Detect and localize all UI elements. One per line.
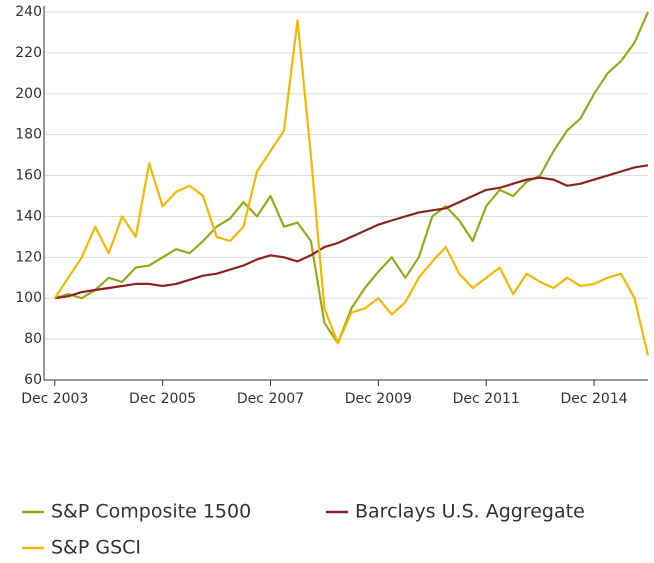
x-tick-label: Dec 2007 [237, 391, 304, 407]
legend-label: S&P GSCI [51, 537, 141, 559]
series-line [53, 19, 650, 356]
y-tick-label: 160 [15, 168, 42, 184]
x-tick-label: Dec 2005 [129, 391, 196, 407]
x-tick-label: Dec 2009 [345, 391, 412, 407]
legend-label: Barclays U.S. Aggregate [355, 501, 585, 523]
x-tick-label: Dec 2003 [21, 391, 88, 407]
y-tick-label: 200 [15, 86, 42, 102]
y-tick-label: 60 [24, 372, 42, 388]
y-tick-label: 240 [15, 4, 42, 20]
x-tick-label: Dec 2014 [560, 391, 627, 407]
y-tick-label: 140 [15, 208, 42, 224]
y-tick-label: 220 [15, 45, 42, 61]
y-tick-label: 180 [15, 127, 42, 143]
x-tick-label: Dec 2011 [453, 391, 520, 407]
y-tick-label: 120 [15, 249, 42, 265]
y-tick-label: 100 [15, 290, 42, 306]
series-line [54, 164, 649, 300]
legend-label: S&P Composite 1500 [51, 501, 251, 523]
series-line [54, 11, 650, 345]
y-tick-label: 80 [24, 331, 42, 347]
